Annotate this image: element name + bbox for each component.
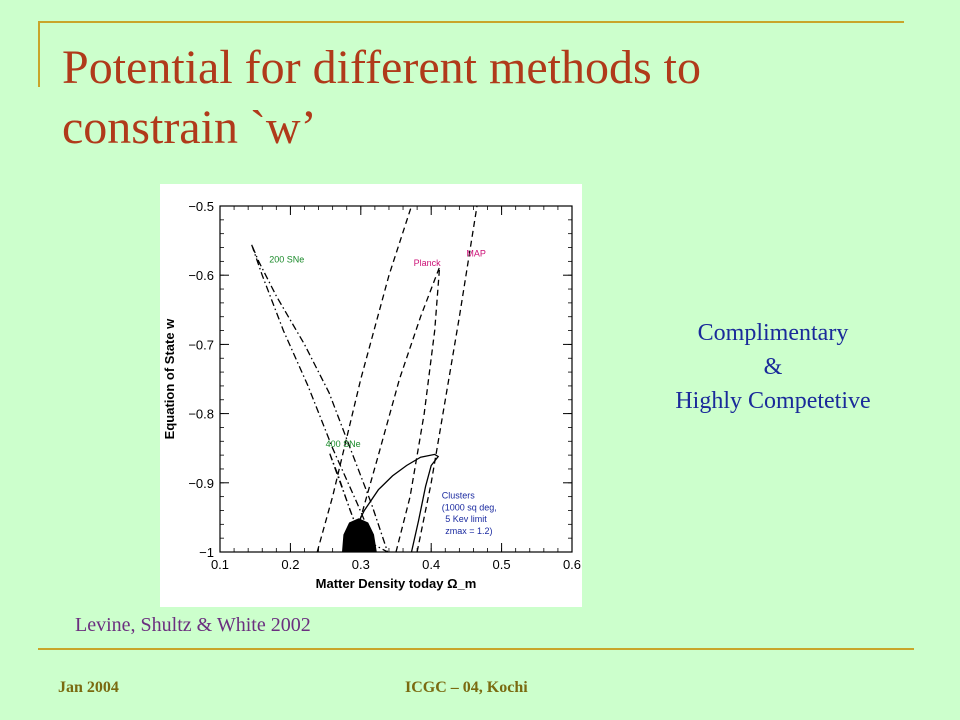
y-tick-label: −0.5 [188, 199, 214, 214]
chart-svg: 0.1 0.2 0.3 0.4 0.5 0.6 −1 −0.9 −0.8 −0.7 −0.6 −0.5… [162, 199, 581, 591]
annotation-label: 200 SNe [269, 255, 304, 265]
x-tick-label: 0.5 [493, 557, 511, 572]
y-tick-label: −0.7 [188, 337, 214, 352]
side-note-line-2: & [763, 354, 783, 380]
annotation-label: MAP [466, 249, 486, 259]
annotation-label: (1000 sq deg, [442, 502, 497, 512]
side-note: Complimentary & Highly Competetive [628, 316, 918, 418]
x-tick-label: 0.4 [422, 557, 440, 572]
side-note-line-3: Highly Competetive [675, 388, 871, 414]
series-200-sne-curve [251, 244, 389, 552]
y-axis-label: Equation of State w [162, 318, 177, 440]
annotation-label: Planck [414, 258, 442, 268]
chart-panel: 0.1 0.2 0.3 0.4 0.5 0.6 −1 −0.9 −0.8 −0.7 −0.6 −0.5… [160, 184, 582, 607]
side-note-line-1: Complimentary [697, 320, 849, 346]
series-combined-region [341, 518, 377, 552]
y-tick-label: −0.8 [188, 407, 214, 422]
annotation-label: 400 SNe [326, 439, 361, 449]
footer-conference: ICGC – 04, Kochi [405, 679, 528, 696]
series-400-sne-curve [329, 453, 368, 552]
top-rule [38, 21, 904, 23]
slide-title: Potential for different methods to const… [62, 41, 701, 154]
left-rule [38, 21, 40, 87]
annotation-label: zmax = 1.2) [445, 526, 492, 536]
x-tick-label: 0.3 [352, 557, 370, 572]
bottom-rule [38, 648, 914, 650]
annotation-label: 5 Kev limit [445, 514, 487, 524]
series-map-curve-b [416, 206, 478, 552]
footer-date: Jan 2004 [58, 679, 119, 696]
x-tick-label: 0.2 [281, 557, 299, 572]
x-tick-label: 0.1 [211, 557, 229, 572]
y-tick-label: −0.9 [188, 476, 214, 491]
citation: Levine, Shultz & White 2002 [75, 614, 311, 636]
series-clusters-curve [347, 453, 440, 552]
x-axis-label: Matter Density today Ω_m [316, 576, 477, 591]
series-planck-curve [349, 266, 441, 552]
series-map-curve [316, 206, 413, 552]
annotation-label: Clusters [442, 491, 476, 501]
y-tick-label: −1 [199, 545, 214, 560]
x-tick-label: 0.6 [563, 557, 581, 572]
y-tick-label: −0.6 [188, 268, 214, 283]
